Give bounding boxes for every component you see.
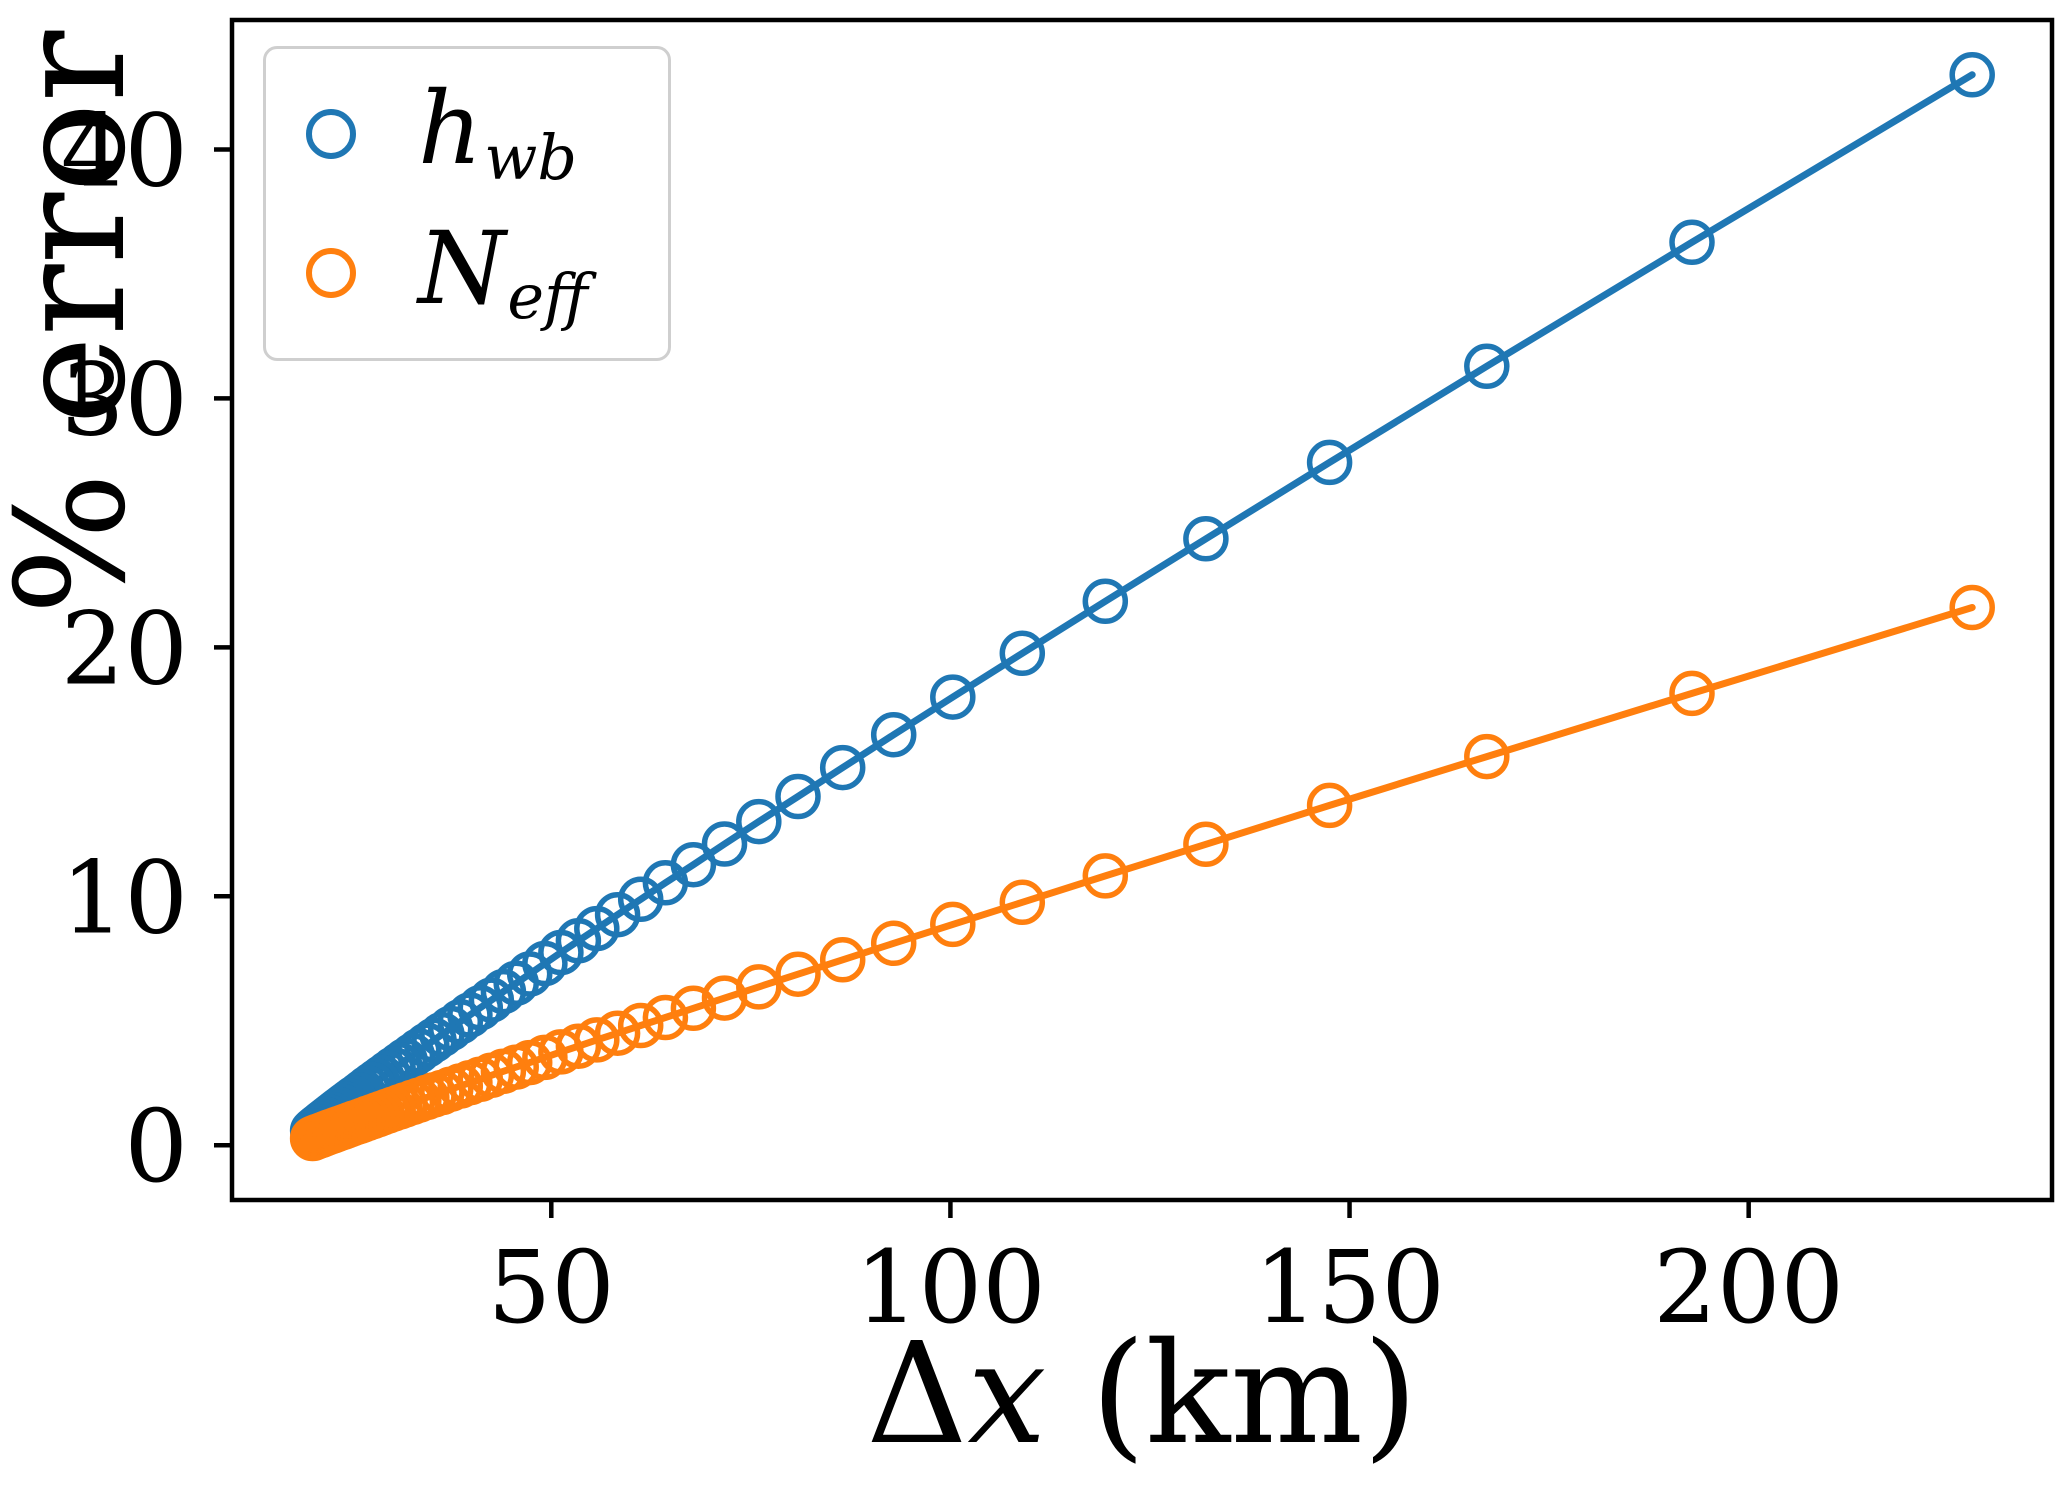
marker-N_eff: [594, 1010, 641, 1056]
xlabel-variable: x: [967, 1313, 1047, 1476]
y-tick-label: 20: [61, 590, 188, 707]
marker-N_eff: [819, 937, 866, 983]
marker-h_wb: [775, 773, 821, 820]
x-tick-label: 100: [855, 1229, 1046, 1346]
marker-N_eff: [930, 901, 976, 948]
marker-N_eff: [1949, 584, 1995, 631]
legend-marker-hwb-icon: [306, 108, 356, 159]
marker-N_eff: [642, 994, 689, 1041]
marker-N_eff: [289, 1115, 336, 1162]
marker-h_wb: [1464, 343, 1510, 390]
marker-h_wb: [819, 744, 866, 791]
legend: hwb Neff: [263, 46, 671, 361]
xlabel-units: (km): [1046, 1313, 1418, 1476]
legend-entry-hwb: hwb: [306, 79, 588, 189]
x-tick-label: 50: [488, 1229, 615, 1346]
y-tick-label: 0: [124, 1088, 188, 1205]
marker-h_wb: [480, 968, 527, 1015]
marker-h_wb: [1669, 219, 1715, 266]
marker-h_wb: [930, 674, 976, 720]
marker-N_eff: [617, 1002, 664, 1049]
marker-h_wb: [870, 711, 917, 758]
marker-h_wb: [642, 860, 689, 906]
marker-N_eff: [701, 975, 748, 1021]
marker-h_wb: [617, 876, 664, 923]
marker-N_eff: [775, 951, 821, 997]
y-tick-label: 30: [61, 341, 188, 458]
marker-h_wb: [1082, 578, 1129, 625]
plot-border: [229, 17, 2055, 1203]
marker-h_wb: [999, 630, 1046, 677]
y-tick-label: 40: [61, 92, 188, 209]
x-tick-label: 150: [1254, 1229, 1445, 1346]
legend-marker-neff-icon: [306, 248, 356, 299]
marker-h_wb: [1949, 52, 1995, 98]
marker-h_wb: [1183, 516, 1229, 562]
legend-entry-neff: Neff: [306, 209, 588, 333]
legend-label-hwb: hwb: [418, 70, 578, 194]
marker-N_eff: [670, 985, 717, 1032]
xlabel-delta: Δ: [866, 1313, 968, 1476]
marker-N_eff: [870, 920, 917, 967]
marker-N_eff: [1183, 821, 1229, 868]
marker-N_eff: [1306, 782, 1353, 829]
marker-h_wb: [701, 821, 748, 867]
x-axis-label: Δx (km): [232, 1318, 2052, 1472]
marker-h_wb: [736, 798, 782, 845]
marker-N_eff: [1669, 670, 1715, 717]
marker-h_wb: [1306, 439, 1353, 486]
y-tick-label: 10: [61, 839, 188, 956]
x-tick-label: 200: [1653, 1229, 1844, 1346]
marker-N_eff: [999, 879, 1046, 926]
marker-N_eff: [1464, 733, 1510, 780]
marker-N_eff: [1082, 853, 1129, 899]
legend-label-neff: Neff: [418, 209, 588, 333]
